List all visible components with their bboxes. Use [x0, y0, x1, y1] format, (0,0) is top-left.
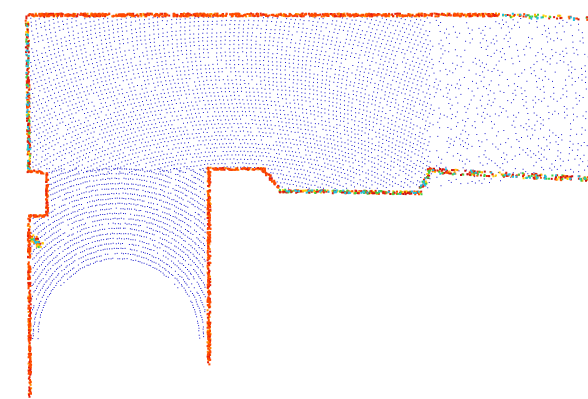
page: (() => { const data = JSON.parse(documen… — [0, 0, 588, 399]
point-cloud — [0, 0, 588, 399]
